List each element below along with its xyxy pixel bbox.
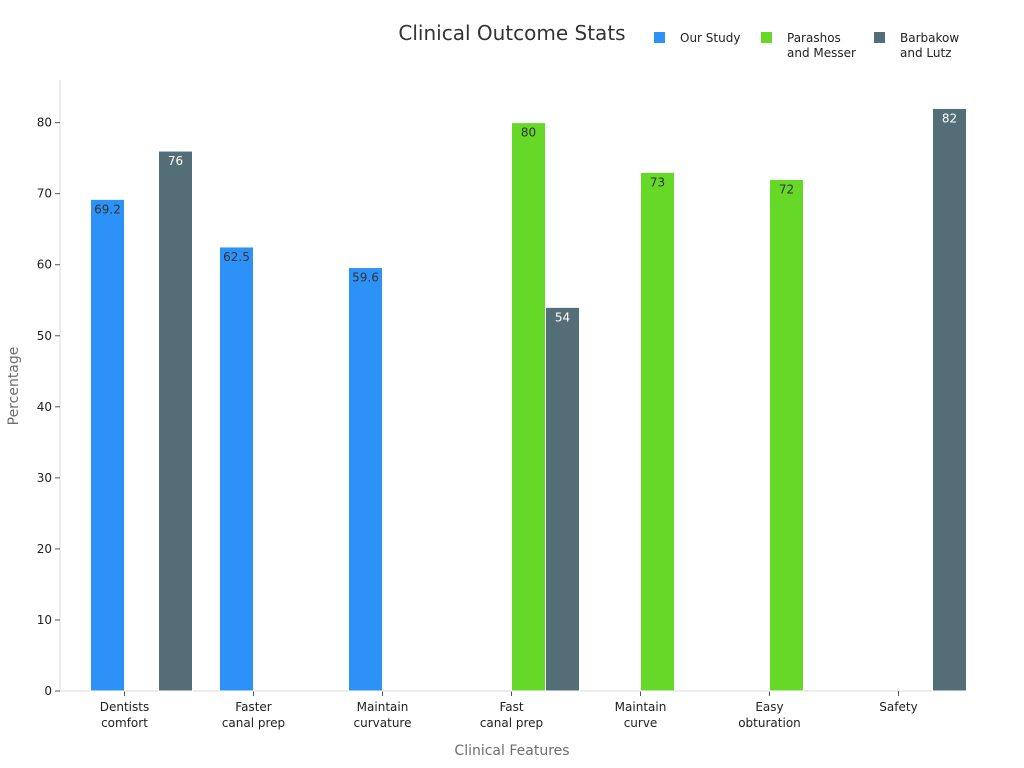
x-tick-label: Safety <box>879 700 917 714</box>
data-label: 72 <box>779 182 794 196</box>
data-label: 82 <box>942 111 957 125</box>
x-tick-label-line: Safety <box>879 700 917 714</box>
legend-label: Barbakow and Lutz <box>900 31 959 60</box>
x-tick-label-line: comfort <box>101 716 148 730</box>
legend: Our Study Parashos and Messer Barbakow and L… <box>654 31 959 60</box>
x-tick-label: Maintain curvature <box>354 700 412 730</box>
bar <box>932 107 967 692</box>
legend-label: Our Study <box>680 31 740 45</box>
bar <box>769 178 804 692</box>
legend-label: Parashos and Messer <box>787 31 856 60</box>
x-tick-label-line: Dentists <box>100 700 149 714</box>
x-tick-label-line: curve <box>624 716 658 730</box>
x-axis-title: Clinical Features <box>454 743 569 759</box>
data-label: 69.2 <box>94 202 121 216</box>
axes: 0 10 20 30 40 50 60 70 80 Dentists comfort Faster ca… <box>37 80 963 730</box>
data-label: 62.5 <box>223 250 250 264</box>
x-tick-label-line: Fast <box>499 700 523 714</box>
x-tick-label-line: Faster <box>235 700 271 714</box>
bar <box>158 150 193 692</box>
data-labels: 69.2 76 62.5 59.6 80 54 73 72 82 <box>94 111 957 324</box>
data-label: 59.6 <box>352 271 379 285</box>
x-tick-label-line: Maintain <box>615 700 667 714</box>
x-tick-label-line: Maintain <box>357 700 409 714</box>
legend-label-line: Our Study <box>680 31 740 45</box>
x-tick-label-line: Easy <box>755 700 783 714</box>
legend-swatch <box>654 32 665 43</box>
legend-swatch <box>874 32 885 43</box>
x-tick-label-line: obturation <box>738 716 801 730</box>
y-tick-label: 50 <box>37 329 52 343</box>
y-tick-label: 70 <box>37 187 52 201</box>
x-tick-label: Fast canal prep <box>480 700 543 730</box>
x-tick-label: Dentists comfort <box>100 700 149 730</box>
data-label: 73 <box>650 175 665 189</box>
y-tick-label: 10 <box>37 613 52 627</box>
x-tick-label-line: canal prep <box>480 716 543 730</box>
legend-swatch <box>761 32 772 43</box>
bars <box>90 107 967 692</box>
bar <box>545 306 580 692</box>
legend-label-line: Parashos <box>787 31 841 45</box>
legend-label-line: and Messer <box>787 46 856 60</box>
bar <box>511 122 546 692</box>
y-tick-label: 30 <box>37 471 52 485</box>
x-tick-label: Faster canal prep <box>222 700 285 730</box>
y-tick-label: 40 <box>37 400 52 414</box>
x-tick-label-line: curvature <box>354 716 412 730</box>
y-axis-title: Percentage <box>6 347 22 426</box>
data-label: 76 <box>168 154 183 168</box>
bar <box>348 267 383 692</box>
bar <box>219 246 254 692</box>
chart-title: Clinical Outcome Stats <box>398 21 625 45</box>
y-tick-label: 80 <box>37 116 52 130</box>
y-tick-label: 60 <box>37 258 52 272</box>
legend-label-line: and Lutz <box>900 46 951 60</box>
legend-label-line: Barbakow <box>900 31 959 45</box>
x-tick-label: Maintain curve <box>615 700 667 730</box>
y-tick-label: 20 <box>37 542 52 556</box>
x-tick-label-line: canal prep <box>222 716 285 730</box>
bar <box>640 171 675 692</box>
bar <box>90 198 125 692</box>
y-tick-label: 0 <box>44 684 52 698</box>
x-tick-label: Easy obturation <box>738 700 801 730</box>
data-label: 54 <box>555 310 570 324</box>
data-label: 80 <box>521 126 536 140</box>
